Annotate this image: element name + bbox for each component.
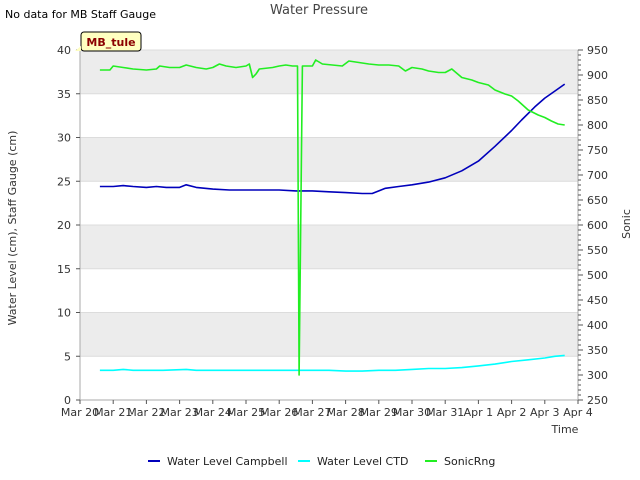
no-data-note: No data for MB Staff Gauge [5, 8, 156, 21]
x-tick-label: Mar 25 [227, 406, 265, 419]
y-tick-label: 20 [57, 219, 71, 232]
x-tick-label: Apr 4 [563, 406, 593, 419]
x-tick-label: Apr 1 [464, 406, 494, 419]
y2-tick-label: 650 [587, 194, 608, 207]
badge-label: MB_tule [86, 36, 135, 49]
y-tick-label: 15 [57, 263, 71, 276]
x-tick-label: Mar 22 [127, 406, 165, 419]
badge-box [80, 31, 142, 52]
x-tick-label: Mar 27 [293, 406, 331, 419]
plot-bands [80, 50, 578, 400]
y2-tick-label: 500 [587, 269, 608, 282]
y2-axis-label: Sonic [620, 209, 633, 239]
x-tick-label: Mar 26 [260, 406, 298, 419]
y-tick-label: 5 [64, 350, 71, 363]
plot-band [80, 137, 578, 182]
x-axis-label: Time [551, 423, 579, 436]
plot-band [80, 312, 578, 357]
y2-axis-ticks: 250 300 350 400 450 500 550 600 650 700 750 800 850 9… [578, 44, 608, 407]
x-tick-label: Mar 31 [426, 406, 464, 419]
x-tick-label: Mar 21 [94, 406, 132, 419]
y2-tick-label: 750 [587, 144, 608, 157]
y2-tick-label: 850 [587, 94, 608, 107]
y2-tick-label: 450 [587, 294, 608, 307]
y-tick-label: 40 [57, 44, 71, 57]
y2-tick-label: 400 [587, 319, 608, 332]
series-layer [99, 59, 566, 376]
y2-tick-label: 700 [587, 169, 608, 182]
y-tick-label: 25 [57, 175, 71, 188]
x-tick-label: Mar 30 [393, 406, 431, 419]
plot-band [80, 181, 578, 225]
x-tick-label: Mar 24 [194, 406, 232, 419]
y2-tick-label: 600 [587, 219, 608, 232]
legend-label: Water Level CTD [317, 455, 408, 468]
y2-tick-label: 250 [587, 394, 608, 407]
y-axis-label: Water Level (cm), Staff Gauge (cm) [6, 131, 19, 326]
plot-band [80, 93, 578, 138]
y2-tick-label: 950 [587, 44, 608, 57]
x-tick-label: Apr 2 [497, 406, 527, 419]
y2-tick-label: 800 [587, 119, 608, 132]
legend-label: SonicRng [444, 455, 495, 468]
x-tick-label: Mar 28 [326, 406, 364, 419]
series-line-sonicrng [99, 59, 565, 376]
legend-label: Water Level Campbell [167, 455, 288, 468]
series-line-water-level-campbell [99, 83, 566, 195]
badge-pointer [75, 46, 81, 51]
plot-band [80, 225, 578, 269]
x-tick-label: Mar 29 [360, 406, 398, 419]
station-badge: MB_tule [75, 31, 142, 52]
chart-title: Water Pressure [270, 3, 368, 18]
x-tick-label: Apr 3 [530, 406, 560, 419]
x-tick-label: Mar 20 [61, 406, 99, 419]
y2-tick-label: 550 [587, 244, 608, 257]
y-tick-label: 10 [57, 307, 71, 320]
plot-band [80, 268, 578, 313]
y-tick-label: 35 [57, 88, 71, 101]
plot-band [80, 50, 578, 94]
x-tick-label: Mar 23 [160, 406, 198, 419]
y-tick-label: 0 [64, 394, 71, 407]
series-line-water-level-ctd [99, 354, 565, 372]
y2-tick-label: 900 [587, 69, 608, 82]
y-tick-label: 30 [57, 132, 71, 145]
y-axis-ticks: 0 5 10 15 20 25 30 35 40 [57, 44, 80, 407]
y2-tick-label: 300 [587, 369, 608, 382]
legend: Water Level Campbell Water Level CTD Sonic… [148, 455, 495, 468]
y2-tick-label: 350 [587, 344, 608, 357]
